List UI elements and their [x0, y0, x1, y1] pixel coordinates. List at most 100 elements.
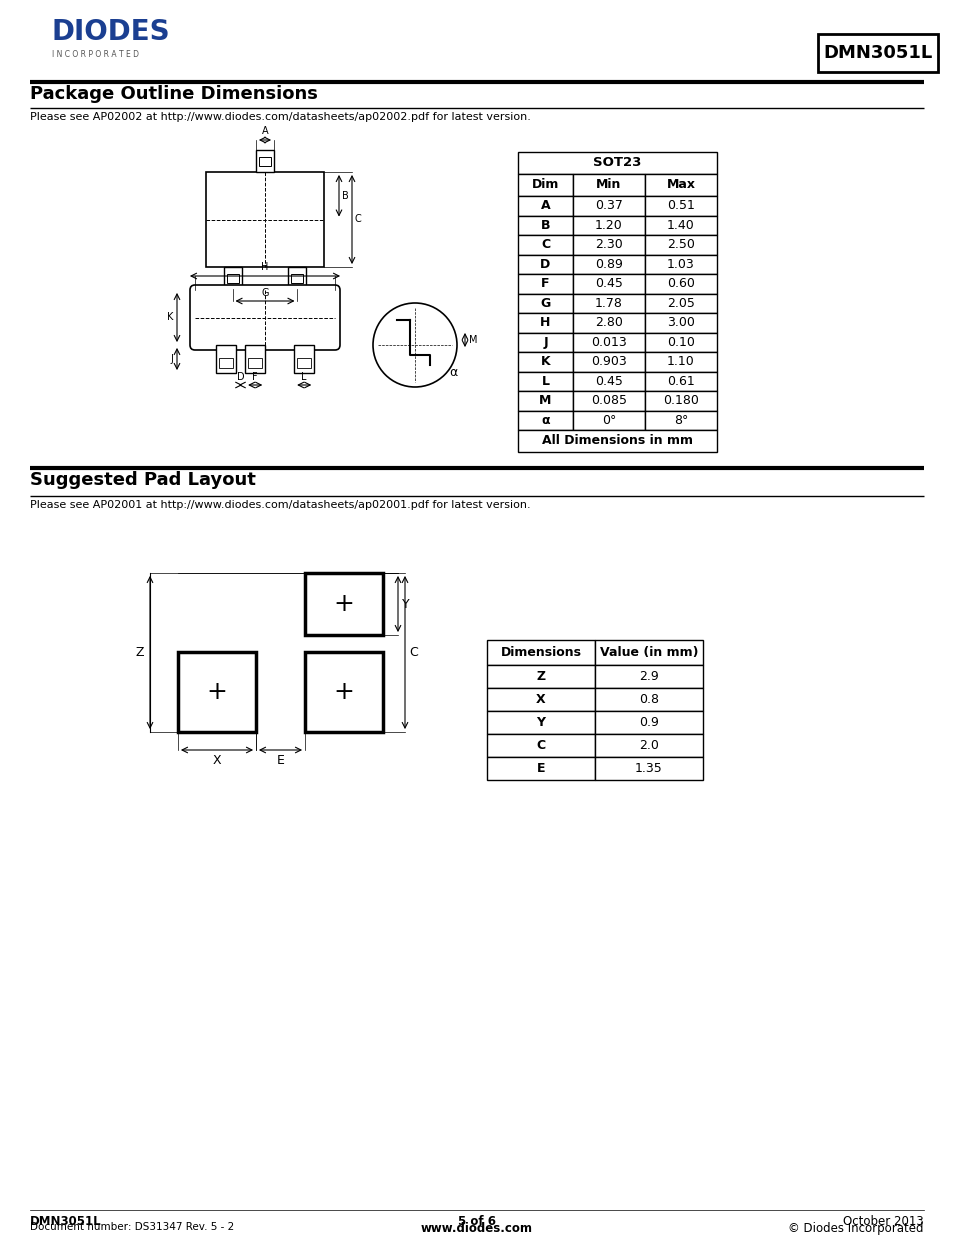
Text: +: +	[207, 680, 227, 704]
Text: Value (in mm): Value (in mm)	[599, 646, 698, 659]
Text: 0.085: 0.085	[590, 394, 626, 408]
Text: Suggested Pad Layout: Suggested Pad Layout	[30, 471, 255, 489]
Text: α: α	[449, 367, 456, 379]
Text: E: E	[537, 762, 545, 776]
Bar	[595, 688, 702, 711]
Text: I N C O R P O R A T E D: I N C O R P O R A T E D	[52, 49, 139, 59]
Bar	[573, 174, 644, 196]
Text: 0.89: 0.89	[595, 258, 622, 270]
Bar	[573, 391, 644, 410]
Bar	[644, 391, 717, 410]
Text: All Dimensions in mm: All Dimensions in mm	[541, 435, 692, 447]
Bar	[644, 196, 717, 215]
Text: C: C	[536, 739, 545, 752]
Bar	[223, 267, 241, 289]
Text: Package Outline Dimensions: Package Outline Dimensions	[30, 85, 317, 103]
Text: 2.50: 2.50	[666, 238, 694, 251]
Text: Z: Z	[536, 671, 545, 683]
Text: E: E	[276, 755, 284, 767]
Bar	[486, 688, 595, 711]
Bar	[595, 757, 702, 781]
Bar	[517, 372, 573, 391]
Bar	[573, 254, 644, 274]
Bar	[258, 157, 271, 165]
Text: 0.51: 0.51	[666, 199, 694, 212]
Text: 0°: 0°	[601, 414, 616, 427]
Text: K: K	[167, 312, 172, 322]
Bar	[644, 254, 717, 274]
Bar	[517, 215, 573, 235]
Bar	[517, 235, 573, 254]
Text: Y: Y	[401, 598, 409, 610]
FancyBboxPatch shape	[190, 285, 339, 350]
Bar	[573, 294, 644, 312]
Text: www.diodes.com: www.diodes.com	[420, 1221, 533, 1235]
Text: 1.40: 1.40	[666, 219, 694, 232]
Text: H: H	[539, 316, 550, 330]
Text: L: L	[301, 372, 307, 382]
Bar	[573, 215, 644, 235]
Bar	[573, 196, 644, 215]
Text: Dimensions: Dimensions	[500, 646, 581, 659]
Text: Please see AP02001 at http://www.diodes.com/datasheets/ap02001.pdf for latest ve: Please see AP02001 at http://www.diodes.…	[30, 500, 530, 510]
Bar	[226, 274, 238, 283]
Text: D: D	[539, 258, 550, 270]
Bar	[644, 332, 717, 352]
Bar	[517, 430, 717, 452]
Text: D: D	[236, 372, 244, 382]
Bar	[294, 345, 314, 373]
Bar	[486, 640, 595, 664]
Bar	[573, 235, 644, 254]
Text: 8°: 8°	[673, 414, 687, 427]
Bar	[644, 352, 717, 372]
Text: 0.10: 0.10	[666, 336, 694, 348]
Bar	[517, 312, 573, 332]
Bar	[644, 410, 717, 430]
Text: 1.35: 1.35	[635, 762, 662, 776]
Text: 0.37: 0.37	[595, 199, 622, 212]
Text: 0.45: 0.45	[595, 277, 622, 290]
Text: 5 of 6: 5 of 6	[457, 1215, 496, 1228]
Text: 2.0: 2.0	[639, 739, 659, 752]
Bar	[517, 274, 573, 294]
Text: Please see AP02002 at http://www.diodes.com/datasheets/ap02002.pdf for latest ve: Please see AP02002 at http://www.diodes.…	[30, 112, 530, 122]
Bar	[288, 267, 306, 289]
Bar	[486, 757, 595, 781]
Text: DMN3051L: DMN3051L	[822, 44, 932, 62]
Text: SOT23: SOT23	[593, 157, 641, 169]
Text: L: L	[541, 374, 549, 388]
Text: H: H	[261, 262, 269, 272]
Circle shape	[373, 303, 456, 387]
Text: G: G	[539, 296, 550, 310]
Text: 3.00: 3.00	[666, 316, 694, 330]
Bar	[517, 391, 573, 410]
Text: 0.9: 0.9	[639, 716, 659, 729]
Text: J: J	[542, 336, 547, 348]
Text: Y: Y	[536, 716, 545, 729]
Bar	[517, 196, 573, 215]
Text: 1.20: 1.20	[595, 219, 622, 232]
Text: C: C	[355, 215, 361, 225]
Bar	[644, 174, 717, 196]
Bar	[486, 664, 595, 688]
Bar	[573, 410, 644, 430]
Bar	[517, 152, 717, 174]
Bar	[297, 358, 311, 368]
Text: 0.013: 0.013	[591, 336, 626, 348]
Text: Min: Min	[596, 179, 621, 191]
Bar	[644, 215, 717, 235]
Bar	[517, 332, 573, 352]
Text: 1.78: 1.78	[595, 296, 622, 310]
Text: 0.45: 0.45	[595, 374, 622, 388]
Bar	[573, 312, 644, 332]
Bar	[517, 254, 573, 274]
Text: 2.9: 2.9	[639, 671, 659, 683]
Bar	[573, 372, 644, 391]
Bar	[248, 358, 262, 368]
Bar	[292, 274, 303, 283]
Text: 2.80: 2.80	[595, 316, 622, 330]
Text: 2.05: 2.05	[666, 296, 694, 310]
Text: 0.61: 0.61	[666, 374, 694, 388]
Text: Document number: DS31347 Rev. 5 - 2: Document number: DS31347 Rev. 5 - 2	[30, 1221, 234, 1233]
Bar	[644, 372, 717, 391]
